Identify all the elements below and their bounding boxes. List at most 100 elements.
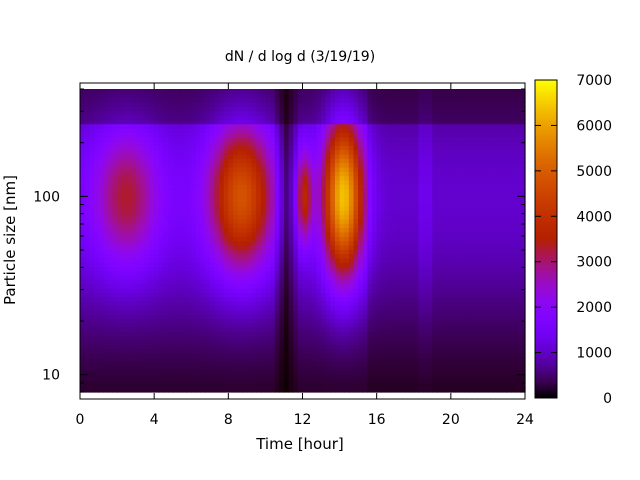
heatmap-cell	[158, 205, 165, 211]
heatmap-cell	[376, 188, 382, 194]
heatmap-cell	[353, 132, 359, 138]
heatmap-cell	[98, 305, 104, 311]
heatmap-cell	[274, 106, 280, 112]
heatmap-cell	[246, 292, 253, 298]
heatmap-cell	[209, 387, 216, 393]
heatmap-cell	[344, 314, 350, 320]
heatmap-cell	[385, 305, 392, 311]
heatmap-cell	[149, 106, 155, 112]
heatmap-cell	[404, 110, 410, 116]
heatmap-cell	[325, 301, 331, 307]
heatmap-cell	[103, 314, 109, 320]
heatmap-cell	[330, 387, 336, 393]
heatmap-cell	[367, 262, 373, 268]
heatmap-cell	[344, 140, 350, 146]
heatmap-cell	[330, 210, 336, 216]
heatmap-cell	[135, 314, 141, 320]
heatmap-cell	[246, 335, 253, 341]
heatmap-cell	[339, 184, 345, 190]
heatmap-cell	[154, 348, 160, 354]
heatmap-cell	[237, 288, 243, 294]
heatmap-cell	[98, 188, 104, 194]
heatmap-cell	[283, 179, 290, 185]
heatmap-cell	[395, 184, 401, 190]
heatmap-cell	[117, 240, 123, 246]
heatmap-cell	[348, 387, 355, 393]
heatmap-cell	[93, 331, 100, 337]
heatmap-cell	[334, 253, 341, 259]
heatmap-cell	[376, 153, 382, 159]
heatmap-cell	[107, 331, 114, 337]
heatmap-cell	[353, 335, 359, 341]
heatmap-cell	[209, 327, 216, 332]
heatmap-cell	[209, 127, 216, 133]
heatmap-cell	[274, 101, 280, 107]
heatmap-cell	[297, 171, 304, 177]
heatmap-cell	[283, 305, 290, 311]
heatmap-cell	[84, 127, 90, 133]
heatmap-cell	[242, 283, 248, 289]
heatmap-cell	[107, 132, 114, 138]
heatmap-cell	[149, 314, 155, 320]
heatmap-cell	[325, 145, 331, 151]
heatmap-cell	[372, 374, 378, 380]
heatmap-cell	[158, 171, 165, 177]
heatmap-cell	[362, 158, 368, 164]
heatmap-cell	[251, 162, 257, 168]
heatmap-cell	[117, 305, 123, 311]
heatmap-cell	[325, 335, 331, 341]
heatmap-cell	[334, 227, 341, 233]
heatmap-cell	[200, 214, 206, 220]
heatmap-cell	[395, 89, 401, 94]
heatmap-cell	[112, 171, 118, 177]
heatmap-cell	[219, 205, 225, 211]
heatmap-cell	[265, 335, 271, 341]
heatmap-cell	[395, 101, 401, 107]
heatmap-cell	[140, 361, 146, 367]
heatmap-cell	[223, 387, 229, 393]
heatmap-cell	[177, 127, 183, 133]
heatmap-cell	[98, 175, 104, 181]
heatmap-cell	[302, 348, 308, 354]
heatmap-cell	[237, 379, 243, 384]
heatmap-cell	[385, 197, 392, 203]
heatmap-cell	[362, 379, 368, 384]
heatmap-cell	[321, 244, 327, 250]
heatmap-cell	[307, 275, 313, 281]
heatmap-cell	[251, 340, 257, 345]
heatmap-cell	[242, 344, 248, 350]
heatmap-cell	[140, 171, 146, 177]
heatmap-cell	[98, 97, 104, 103]
heatmap-cell	[348, 331, 355, 337]
heatmap-cell	[195, 205, 202, 211]
heatmap-cell	[367, 331, 373, 337]
heatmap-cell	[219, 275, 225, 281]
heatmap-cell	[362, 361, 368, 367]
heatmap-cell	[107, 205, 114, 211]
heatmap-cell	[339, 344, 345, 350]
heatmap-cell	[395, 201, 401, 207]
heatmap-cell	[297, 201, 304, 207]
heatmap-cell	[283, 123, 290, 129]
heatmap-cell	[399, 301, 406, 307]
heatmap-cell	[191, 296, 197, 302]
heatmap-cell	[283, 119, 290, 125]
heatmap-cell	[385, 214, 392, 220]
heatmap-cell	[251, 335, 257, 341]
heatmap-cell	[265, 132, 271, 138]
heatmap-cell	[348, 253, 355, 259]
heatmap-cell	[321, 132, 327, 138]
heatmap-cell	[395, 283, 401, 289]
heatmap-cell	[214, 231, 220, 237]
heatmap-cell	[112, 383, 118, 389]
heatmap-cell	[297, 106, 304, 112]
heatmap-cell	[84, 340, 90, 345]
heatmap-cell	[93, 236, 100, 242]
heatmap-cell	[321, 249, 327, 255]
heatmap-cell	[311, 292, 318, 298]
heatmap-cell	[376, 97, 382, 103]
heatmap-cell	[307, 127, 313, 133]
heatmap-cell	[256, 93, 262, 99]
heatmap-cell	[168, 153, 174, 159]
heatmap-cell	[297, 296, 304, 302]
